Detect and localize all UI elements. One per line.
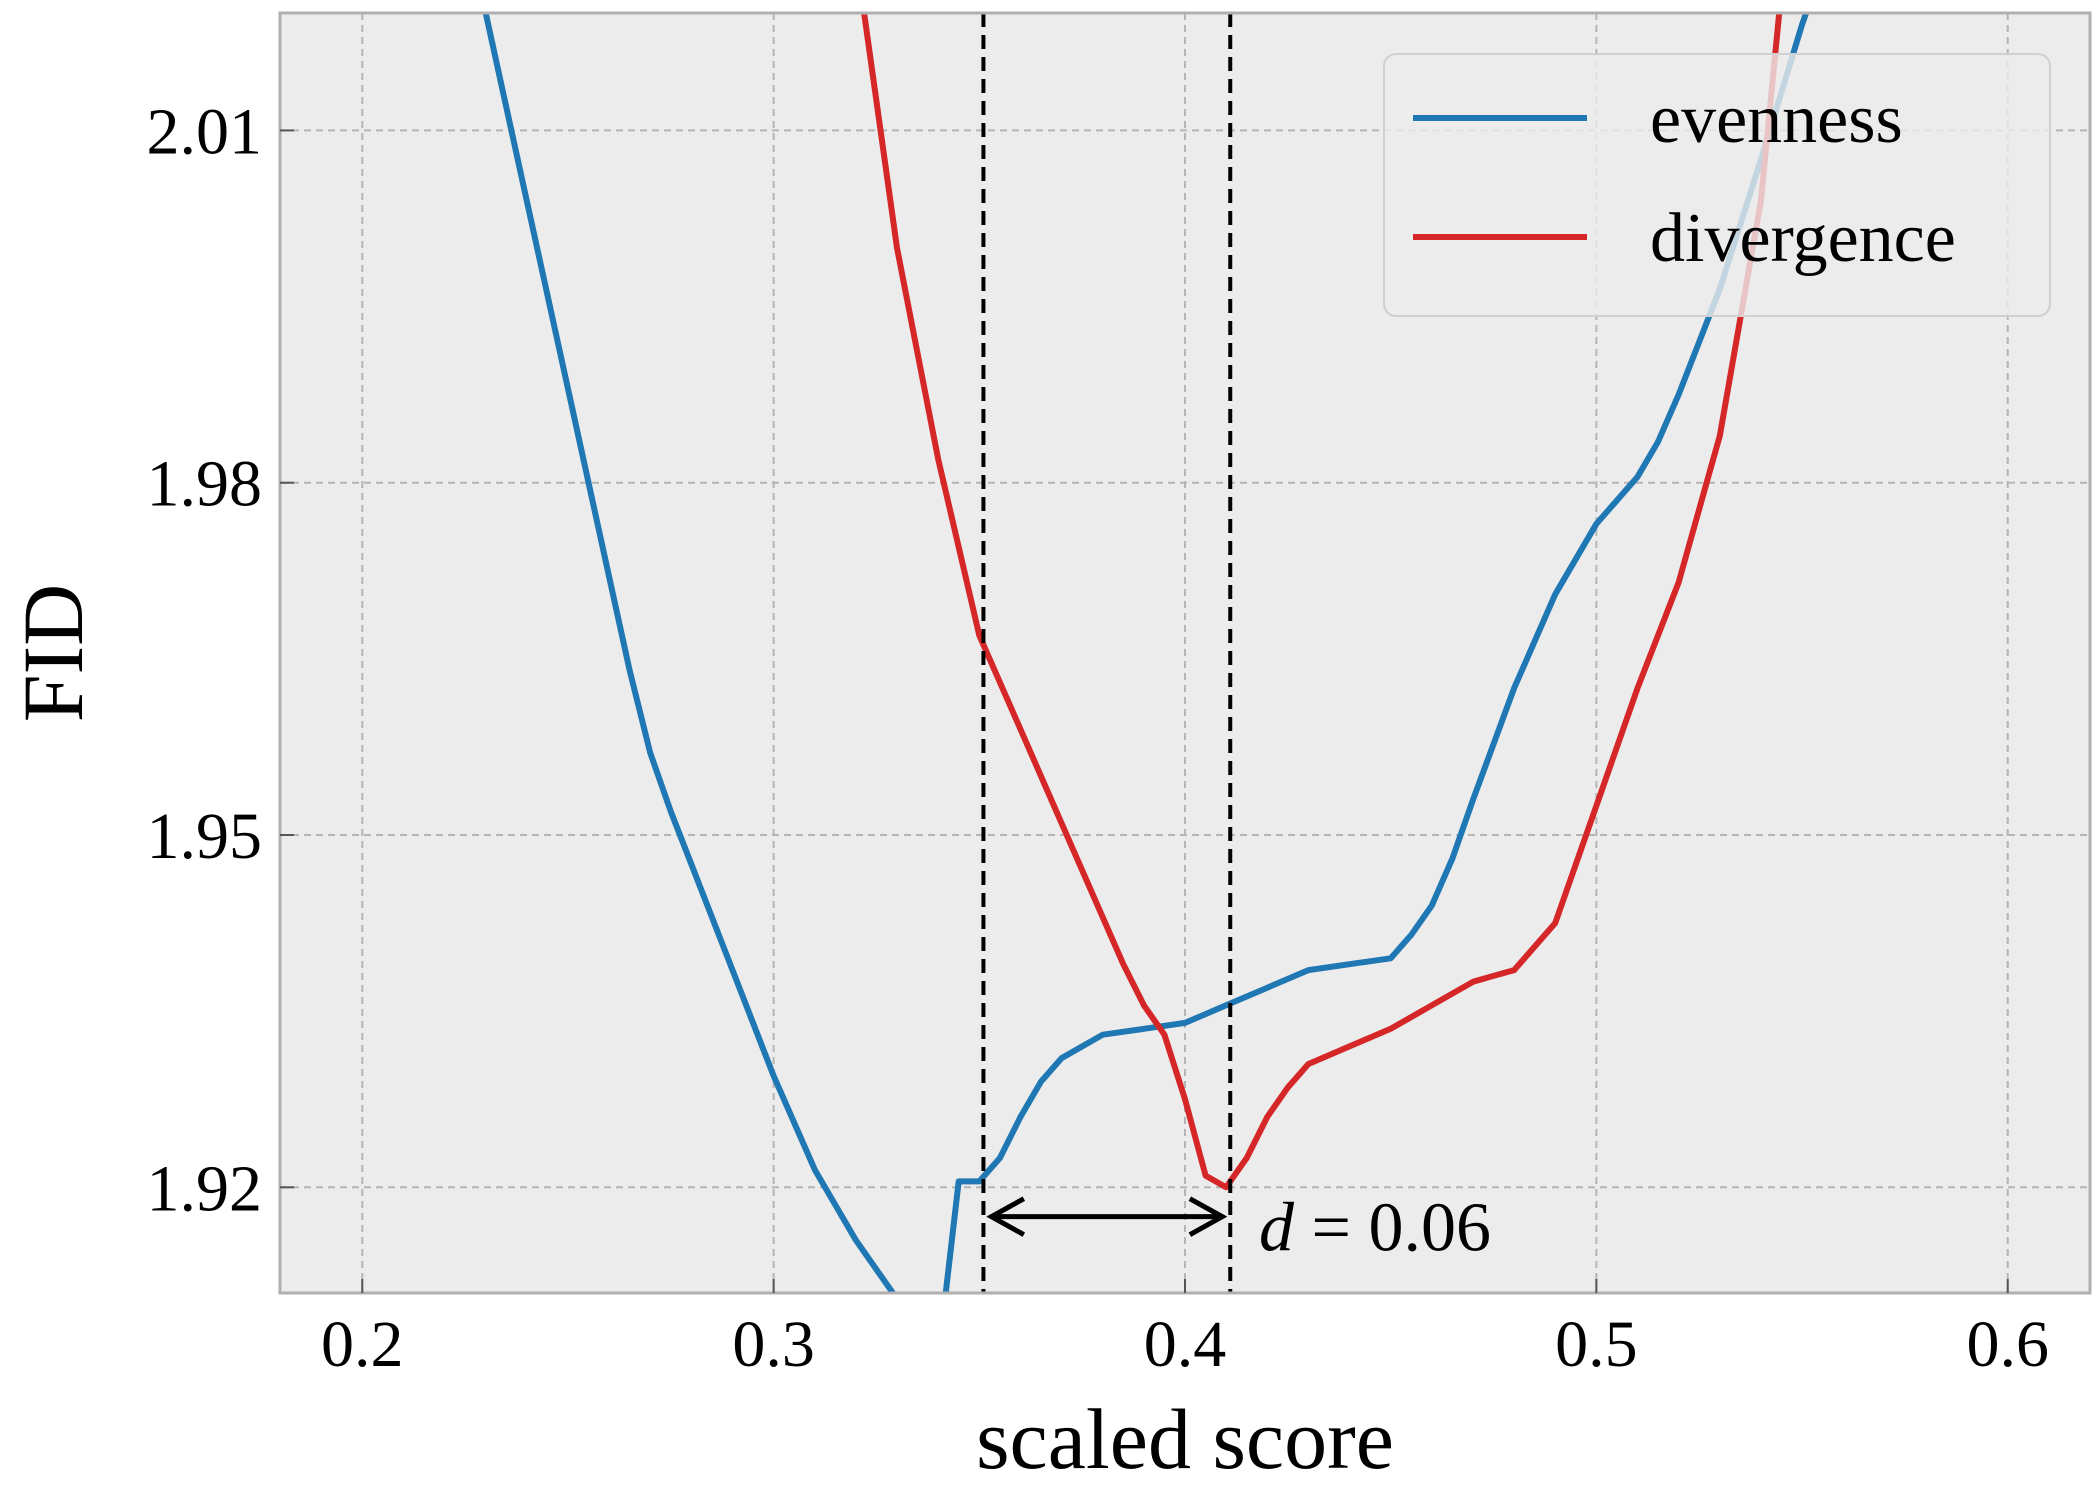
- x-axis-label: scaled score: [976, 1391, 1394, 1487]
- series-group: [482, 13, 1810, 1293]
- gridlines: [280, 13, 2090, 1293]
- x-tick-label-4: 0.6: [1966, 1308, 2049, 1381]
- legend-label-evenness: evenness: [1650, 81, 1903, 158]
- y-axis-ticks: 1.92 1.95 1.98 2.01: [147, 95, 294, 1225]
- y-tick-label-0: 1.92: [147, 1152, 263, 1225]
- y-tick-label-1: 1.95: [147, 800, 263, 873]
- distance-annotation: d = 0.06: [986, 1190, 1491, 1267]
- arrow-head-left: [986, 1196, 1026, 1237]
- y-tick-label-2: 1.98: [147, 448, 263, 521]
- x-tick-label-2: 0.4: [1144, 1308, 1227, 1381]
- reference-lines: [981, 13, 1233, 1293]
- series-line-evenness: [482, 13, 1810, 1293]
- distance-label-eq: = 0.06: [1312, 1190, 1491, 1267]
- x-axis-ticks: 0.2 0.3 0.4 0.5 0.6: [321, 1279, 2049, 1381]
- legend-label-divergence: divergence: [1650, 200, 1956, 277]
- x-tick-label-1: 0.3: [732, 1308, 815, 1381]
- distance-label: d = 0.06: [1259, 1190, 1491, 1267]
- legend: evenness divergence: [1383, 53, 2051, 317]
- x-tick-label-3: 0.5: [1555, 1308, 1638, 1381]
- y-tick-label-3: 2.01: [147, 95, 263, 168]
- y-axis-label: FID: [5, 584, 101, 723]
- x-tick-label-0: 0.2: [321, 1308, 404, 1381]
- distance-label-var: d: [1259, 1190, 1295, 1267]
- arrow-head-right: [1188, 1196, 1228, 1237]
- series-line-divergence: [861, 13, 1783, 1191]
